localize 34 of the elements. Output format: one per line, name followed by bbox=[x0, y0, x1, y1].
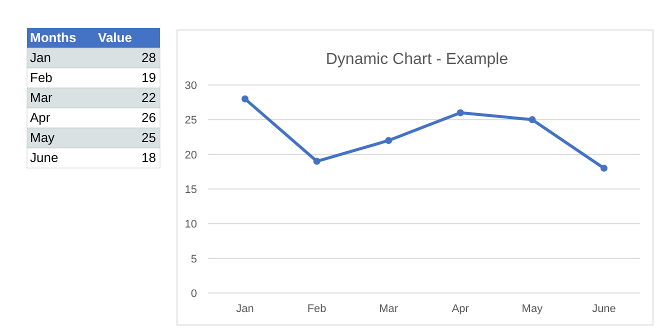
category-label: June bbox=[30, 150, 58, 165]
x-tick-label: May bbox=[522, 303, 544, 315]
text: Value bbox=[98, 30, 132, 45]
point bbox=[242, 95, 248, 102]
y-tick-label: 25 bbox=[184, 114, 197, 127]
y-tick-label: 5 bbox=[190, 253, 197, 266]
data-label: 28 bbox=[142, 50, 156, 65]
category-label: Feb bbox=[30, 70, 52, 85]
y-tick-label: 15 bbox=[184, 184, 197, 196]
x-tick-label: Feb bbox=[307, 303, 326, 315]
y-tick-label: 10 bbox=[184, 218, 197, 231]
x-tick-label: Mar bbox=[379, 303, 398, 315]
data-label: 25 bbox=[142, 130, 156, 145]
data-label: 19 bbox=[142, 70, 156, 85]
category-label: Jan bbox=[30, 50, 51, 65]
point bbox=[385, 136, 392, 144]
x-tick-label: Jan bbox=[236, 303, 254, 315]
point bbox=[313, 158, 320, 165]
point bbox=[456, 109, 464, 116]
data-label: 26 bbox=[142, 110, 156, 125]
x-tick-label: June bbox=[592, 303, 616, 315]
y-tick-label: 20 bbox=[184, 149, 197, 162]
category-label: Mar bbox=[30, 90, 54, 105]
y-tick-label: 30 bbox=[184, 80, 197, 92]
x-tick-label: Apr bbox=[452, 303, 470, 315]
text: Months bbox=[30, 30, 76, 45]
category-label: May bbox=[30, 130, 56, 145]
category-label: Apr bbox=[30, 110, 51, 125]
data-label: 22 bbox=[142, 90, 156, 105]
point bbox=[600, 164, 608, 172]
y-tick-label: 0 bbox=[190, 288, 197, 300]
point bbox=[528, 116, 536, 124]
data-label: 18 bbox=[142, 150, 156, 165]
chart-title: Dynamic Chart - Example bbox=[326, 51, 508, 68]
